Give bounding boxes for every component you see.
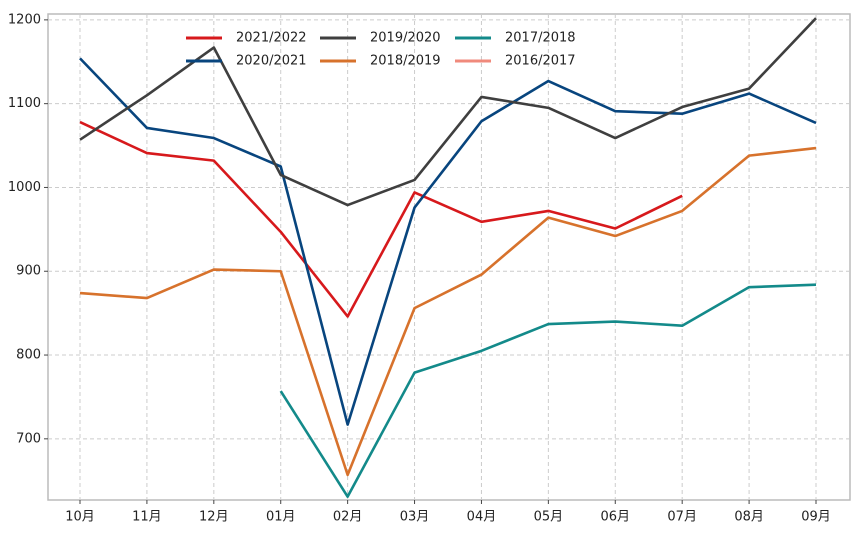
x-tick-label: 06月 bbox=[600, 510, 630, 525]
legend-label: 2017/2018 bbox=[505, 31, 576, 46]
y-tick-label: 800 bbox=[16, 348, 41, 363]
x-tick-label: 12月 bbox=[199, 510, 229, 525]
y-tick-label: 1100 bbox=[8, 96, 41, 111]
x-tick-label: 03月 bbox=[400, 510, 430, 525]
y-tick-label: 1200 bbox=[8, 12, 41, 27]
x-tick-label: 02月 bbox=[333, 510, 363, 525]
series-line bbox=[79, 17, 817, 207]
x-tick-label: 11月 bbox=[132, 510, 162, 525]
x-tick-label: 04月 bbox=[467, 510, 497, 525]
series-line bbox=[79, 146, 817, 477]
x-tick-label: 08月 bbox=[734, 510, 764, 525]
legend-label: 2016/2017 bbox=[505, 54, 576, 69]
legend-label: 2018/2019 bbox=[370, 54, 441, 69]
x-tick-label: 09月 bbox=[801, 510, 831, 525]
plot-frame bbox=[47, 13, 851, 501]
legend-label: 2021/2022 bbox=[236, 31, 307, 46]
y-tick-label: 700 bbox=[16, 431, 41, 446]
x-tick-label: 01月 bbox=[266, 510, 296, 525]
legend-label: 2019/2020 bbox=[370, 31, 441, 46]
y-tick-label: 1000 bbox=[8, 180, 41, 195]
legend-label: 2020/2021 bbox=[236, 54, 307, 69]
y-tick-label: 900 bbox=[16, 264, 41, 279]
x-tick-label: 07月 bbox=[667, 510, 697, 525]
series-line bbox=[79, 57, 817, 426]
series-line bbox=[79, 120, 683, 318]
x-tick-label: 10月 bbox=[65, 510, 95, 525]
series-line bbox=[279, 283, 817, 498]
x-tick-label: 05月 bbox=[534, 510, 564, 525]
